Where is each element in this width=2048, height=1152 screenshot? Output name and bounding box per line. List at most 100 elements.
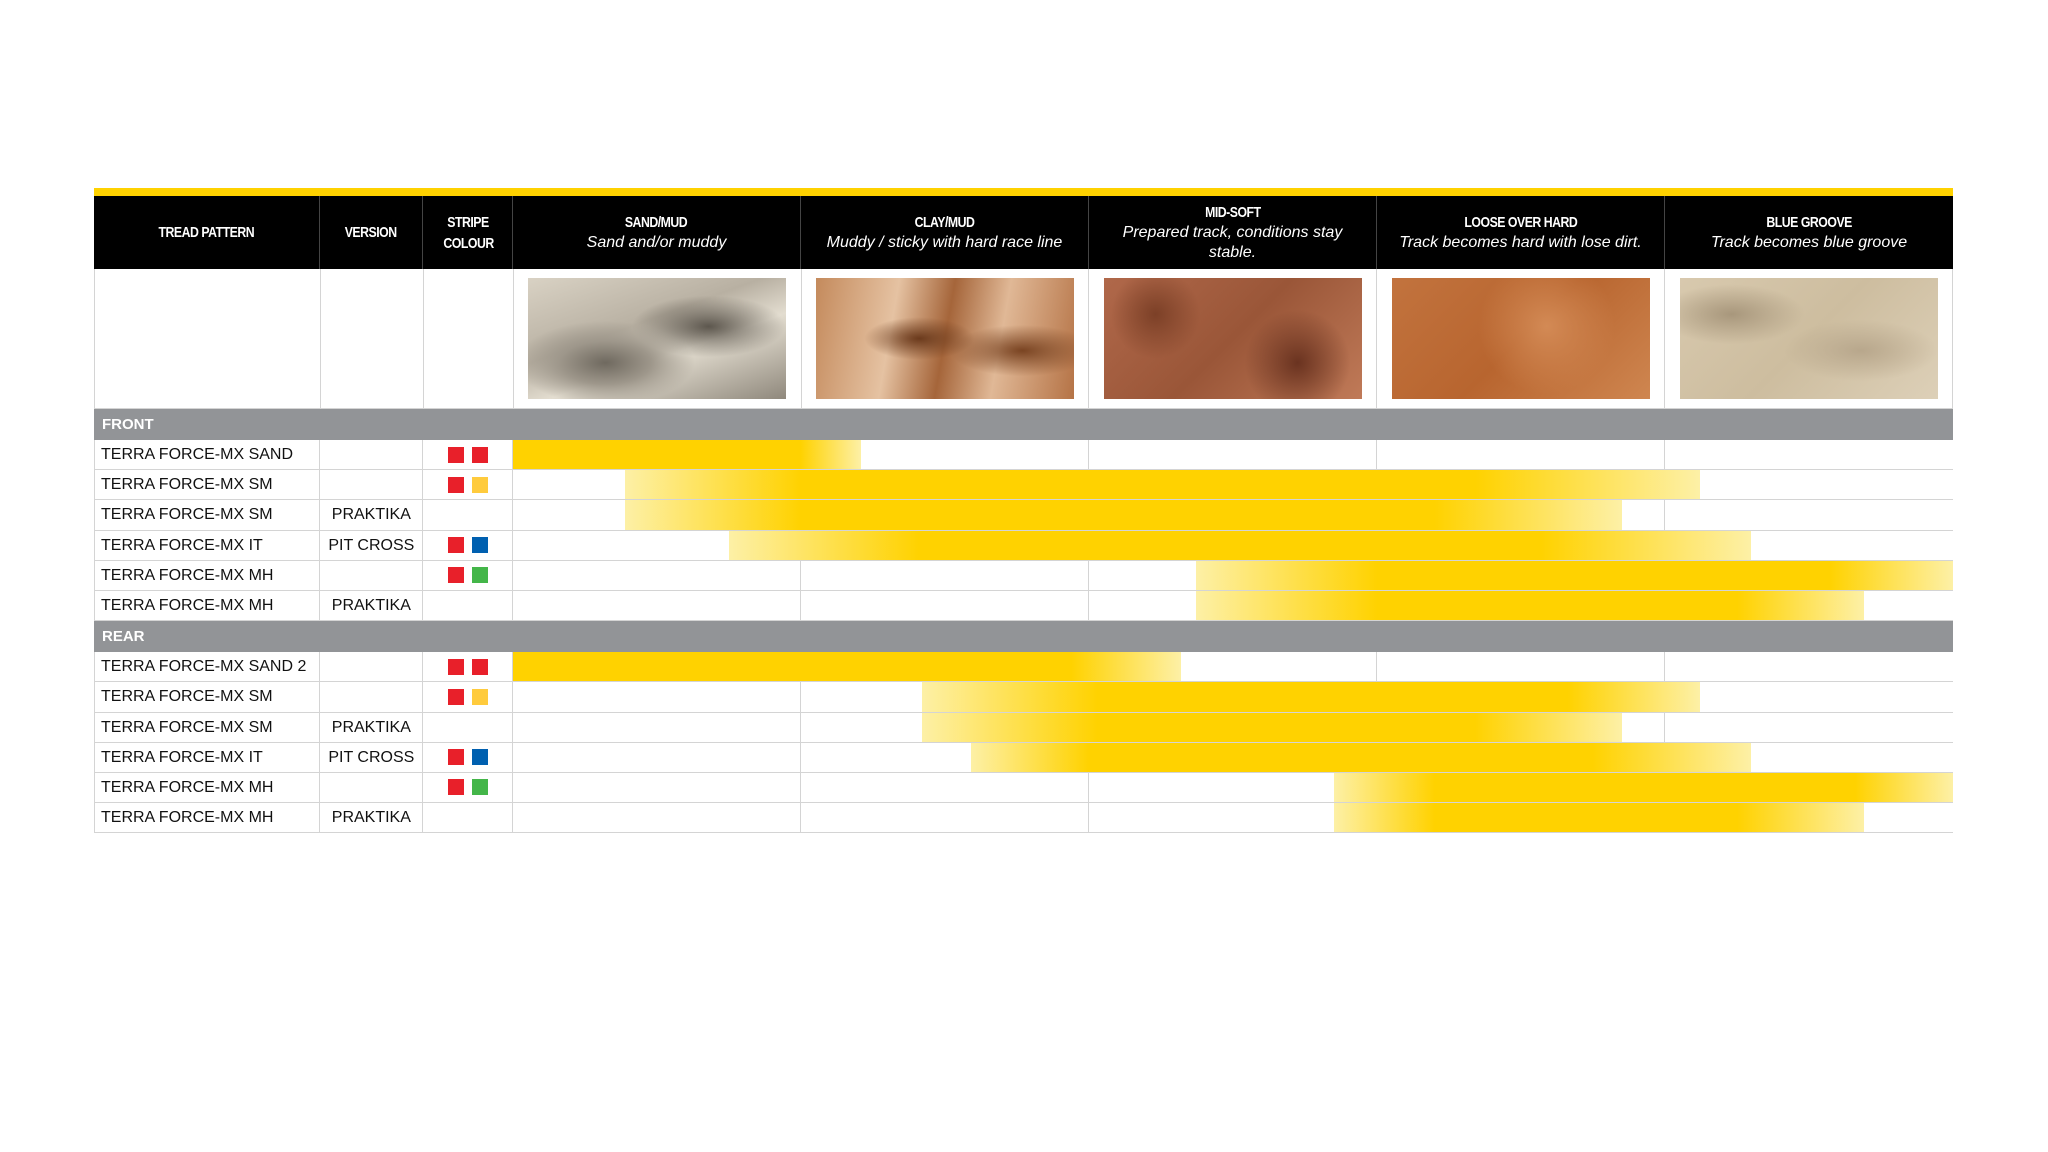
condition-cell [513, 772, 801, 803]
suitability-range [513, 590, 1953, 621]
tread-name: TERRA FORCE-MX IT [95, 530, 321, 560]
suitability-bar [513, 652, 1182, 682]
condition-cell [1665, 440, 1953, 469]
header-condition: BLUE GROOVE Track becomes blue groove [1710, 214, 1908, 251]
photo-cell [1665, 269, 1953, 408]
suitability-bar [729, 530, 1752, 560]
suitability-range [513, 682, 1953, 712]
condition-cell [801, 772, 1089, 803]
suitability-range [513, 803, 1953, 833]
version: PIT CROSS [320, 742, 424, 772]
stripe-swatch-red [447, 537, 464, 554]
stripe-colour [423, 742, 513, 772]
tread-selection-chart: TREAD PATTERN VERSION STRIPE COLOUR SAND… [94, 188, 1953, 834]
version [320, 560, 424, 590]
section-rear: REAR [94, 621, 1953, 653]
stripe-colour [423, 440, 513, 470]
terrain-photo-row [94, 269, 1953, 409]
header-condition: LOOSE OVER HARD Track becomes hard with l… [1377, 196, 1665, 269]
stripe-swatch-red [447, 446, 464, 463]
suitability-range [513, 652, 1953, 682]
header-row: TREAD PATTERN VERSION STRIPE COLOUR SAND… [94, 196, 1953, 269]
version: PIT CROSS [320, 530, 424, 560]
suitability-bar [921, 712, 1622, 742]
stripe-colour [423, 470, 513, 500]
condition-cell [513, 560, 801, 590]
table-row: TERRA FORCE-MX SM PRAKTIKA [94, 500, 1953, 531]
suitability-bar [970, 742, 1752, 772]
tread-name: TERRA FORCE-MX SM [95, 712, 321, 742]
photo-cell [1377, 269, 1666, 408]
stripe-swatch-red [447, 658, 464, 675]
section-front: FRONT [94, 409, 1953, 440]
condition-cell [1665, 682, 1953, 711]
header-condition: MID-SOFT Prepared track, conditions stay … [1089, 196, 1377, 269]
suitability-bar [921, 682, 1700, 712]
stripe-swatch-blue [471, 749, 488, 766]
version [320, 682, 424, 712]
tread-name: TERRA FORCE-MX MH [95, 803, 321, 833]
tread-name: TERRA FORCE-MX MH [95, 772, 321, 803]
empty-cell [95, 269, 321, 408]
stripe-colour [423, 590, 513, 621]
version [320, 652, 424, 682]
table-row: TERRA FORCE-MX SM PRAKTIKA [94, 712, 1953, 743]
table-row: TERRA FORCE-MX IT PIT CROSS [94, 530, 1953, 561]
table-row: TERRA FORCE-MX SM [94, 682, 1953, 713]
condition-cell [1665, 713, 1953, 742]
condition-cell [513, 712, 801, 742]
tread-name: TERRA FORCE-MX SM [95, 500, 321, 530]
header-condition: SAND/MUD Sand and/or muddy [513, 196, 801, 269]
stripe-colour [423, 772, 513, 803]
version [320, 772, 424, 803]
stripe-swatch-yellow [471, 688, 488, 705]
stripe-swatch-red [447, 476, 464, 493]
photo-cell [802, 269, 1090, 408]
loose-over-hard-terrain-photo [1391, 278, 1650, 399]
blue-groove-terrain-photo [1679, 278, 1938, 399]
suitability-bar [625, 470, 1700, 500]
suitability-bar [625, 500, 1622, 530]
suitability-range [513, 712, 1953, 742]
stripe-swatch-blue [471, 537, 488, 554]
stripe-colour [423, 652, 513, 682]
tread-name: TERRA FORCE-MX MH [95, 590, 321, 621]
stripe-swatch-red [447, 749, 464, 766]
suitability-bar [1195, 590, 1864, 621]
header-stripe-colour: STRIPE COLOUR [423, 196, 513, 269]
photo-cell [514, 269, 802, 408]
stripe-swatch-red [447, 567, 464, 584]
photo-cell [1089, 269, 1378, 408]
table-row: TERRA FORCE-MX SAND [94, 440, 1953, 471]
empty-cell [321, 269, 424, 408]
stripe-swatch-red [447, 688, 464, 705]
clay-terrain-photo [816, 278, 1075, 399]
condition-cell [513, 803, 801, 833]
suitability-range [513, 772, 1953, 803]
suitability-range [513, 500, 1953, 530]
table-row: TERRA FORCE-MX SAND 2 [94, 652, 1953, 683]
version: PRAKTIKA [320, 803, 424, 833]
tread-name: TERRA FORCE-MX SAND 2 [95, 652, 321, 682]
stripe-swatch-red [471, 446, 488, 463]
condition-cell [801, 590, 1089, 621]
empty-cell [424, 269, 514, 408]
table-row: TERRA FORCE-MX MH [94, 772, 1953, 804]
table-row: TERRA FORCE-MX MH [94, 560, 1953, 591]
suitability-bar [1195, 560, 1953, 590]
table-row: TERRA FORCE-MX IT PIT CROSS [94, 742, 1953, 773]
suitability-range [513, 470, 1953, 500]
stripe-colour [423, 682, 513, 712]
condition-cell [1377, 440, 1665, 470]
stripe-swatch-red [471, 658, 488, 675]
version: PRAKTIKA [320, 500, 424, 530]
condition-cell [1089, 652, 1377, 682]
version: PRAKTIKA [320, 590, 424, 621]
version [320, 470, 424, 500]
tread-name: TERRA FORCE-MX SM [95, 470, 321, 500]
suitability-range [513, 560, 1953, 590]
accent-bar [94, 188, 1953, 196]
tread-name: TERRA FORCE-MX MH [95, 560, 321, 590]
mid-soft-terrain-photo [1103, 278, 1362, 399]
condition-cell [801, 560, 1089, 590]
